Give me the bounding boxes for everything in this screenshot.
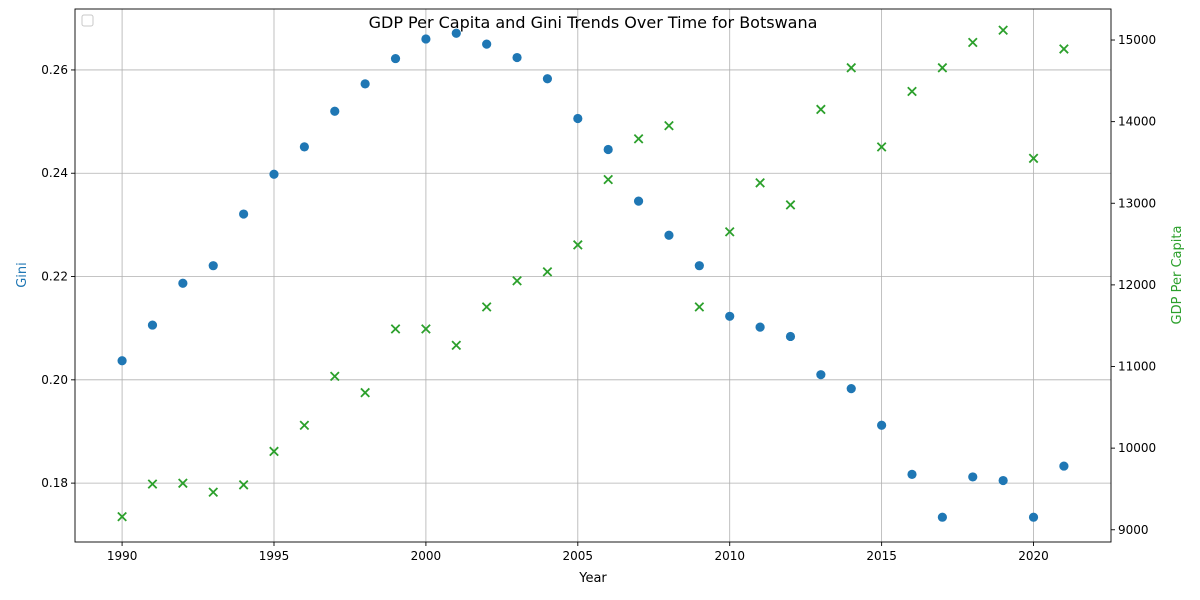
- y-tick-label-right: 13000: [1118, 196, 1156, 210]
- gini-point: [269, 169, 279, 179]
- gdp-point: [1059, 44, 1069, 54]
- gini-point: [694, 261, 704, 271]
- gini-point: [877, 420, 887, 430]
- gini-point: [603, 144, 613, 155]
- gdp-point: [572, 240, 583, 250]
- gdp-point: [390, 324, 401, 334]
- gini-point: [451, 28, 461, 38]
- gdp-point: [876, 142, 887, 152]
- gini-point: [512, 52, 522, 63]
- gini-point: [846, 384, 856, 394]
- plot-frame: [74, 8, 1112, 543]
- gdp-point: [178, 478, 188, 489]
- gdp-point: [147, 479, 158, 489]
- gdp-point: [117, 511, 127, 522]
- x-axis-label: Year: [578, 571, 607, 586]
- gdp-point: [238, 480, 249, 490]
- gdp-point: [269, 446, 279, 457]
- y-tick-label-right: 14000: [1118, 115, 1156, 129]
- gini-point: [937, 512, 947, 522]
- gdp-point: [907, 86, 917, 97]
- gini-point: [239, 209, 249, 219]
- gdp-point: [937, 62, 948, 73]
- gdp-point: [329, 371, 340, 382]
- x-tick-label: 2010: [714, 549, 745, 563]
- x-tick-label: 2005: [563, 549, 594, 563]
- gini-point: [208, 261, 218, 271]
- gini-point: [1028, 512, 1039, 522]
- gini-point: [360, 79, 370, 89]
- y-tick-label-right: 11000: [1118, 360, 1156, 374]
- y-axis-label-right: GDP Per Capita: [1170, 226, 1185, 325]
- gini-point: [968, 472, 978, 482]
- gdp-point: [481, 302, 492, 312]
- x-tick-label: 2015: [866, 549, 897, 563]
- gdp-point: [421, 324, 431, 334]
- gdp-point: [360, 387, 370, 398]
- y-tick-label-right: 9000: [1118, 523, 1149, 537]
- gdp-point: [208, 487, 219, 498]
- gini-point: [542, 74, 553, 84]
- gdp-point: [603, 174, 614, 185]
- y-tick-label-left: 0.20: [41, 373, 68, 387]
- gdp-point: [1028, 153, 1039, 164]
- gdp-point: [785, 200, 796, 210]
- y-tick-label-left: 0.18: [41, 476, 68, 490]
- gini-point: [299, 142, 309, 152]
- gini-point: [421, 34, 431, 44]
- y-tick-label-left: 0.24: [41, 166, 68, 180]
- gini-point: [907, 469, 917, 479]
- y-tick-label-right: 12000: [1118, 278, 1156, 292]
- gini-point: [664, 230, 674, 240]
- x-tick-label: 2000: [411, 549, 442, 563]
- gini-point: [178, 278, 188, 288]
- y-axis-label-left: Gini: [15, 262, 30, 288]
- gini-point: [1059, 461, 1069, 471]
- gini-point: [816, 370, 826, 380]
- gdp-point: [998, 25, 1008, 36]
- gdp-point: [694, 302, 705, 312]
- y-tick-label-left: 0.26: [41, 63, 68, 77]
- gdp-point: [664, 120, 674, 131]
- gdp-point: [967, 37, 978, 48]
- x-tick-label: 2020: [1018, 549, 1049, 563]
- gini-point: [633, 196, 644, 206]
- gdp-point: [512, 275, 522, 286]
- gdp-point: [299, 420, 310, 431]
- y-tick-label-left: 0.22: [41, 270, 68, 284]
- y-tick-label-right: 15000: [1118, 33, 1156, 47]
- grid-layer: [75, 9, 1111, 542]
- gdp-point: [451, 340, 462, 351]
- gdp-point: [542, 266, 553, 277]
- chart-title: GDP Per Capita and Gini Trends Over Time…: [369, 13, 818, 32]
- gini-point: [725, 311, 735, 321]
- gdp-point: [755, 178, 765, 188]
- gini-point: [147, 320, 158, 330]
- gini-point: [117, 356, 127, 366]
- gdp-point: [724, 226, 735, 237]
- legend-box: [81, 14, 94, 27]
- gini-point: [998, 475, 1008, 486]
- gini-point: [573, 113, 583, 124]
- gdp-point: [816, 104, 826, 115]
- gini-point: [390, 53, 401, 64]
- gini-point: [785, 331, 796, 342]
- gdp-point: [846, 62, 857, 73]
- y-tick-label-right: 10000: [1118, 441, 1156, 455]
- tick-layer: 1990 1995 2000 2005 2010 2015 2020 0.18 0.20 0.22…: [41, 33, 1156, 563]
- gini-point: [330, 106, 340, 116]
- x-tick-label: 1990: [107, 549, 138, 563]
- gini-point: [755, 322, 765, 332]
- data-layer: [117, 25, 1069, 522]
- gini-point: [482, 39, 492, 49]
- x-tick-label: 1995: [259, 549, 290, 563]
- gdp-point: [633, 133, 644, 144]
